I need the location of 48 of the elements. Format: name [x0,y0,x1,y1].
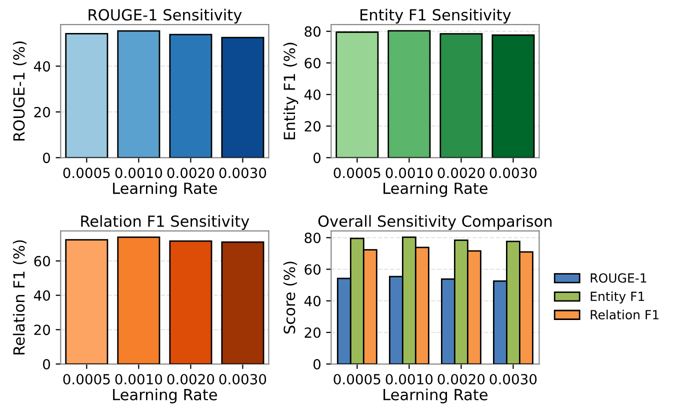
chart-title: Relation F1 Sensitivity [81,215,250,230]
y-tick-label: 60 [34,256,50,266]
legend-label: Relation F1 [590,310,658,320]
y-tick-label: 40 [304,89,320,100]
x-tick-label: 0.0030 [219,168,266,178]
y-tick-label: 20 [304,121,320,132]
x-tick-label: 0.0030 [490,374,537,384]
y-axis-title: Relation F1 (%) [12,240,27,354]
y-tick-label: 0 [43,358,50,370]
y-tick-label: 0 [313,152,320,164]
x-tick-label: 0.0020 [167,168,214,178]
y-tick-label: 80 [304,232,320,244]
y-tick-label: 20 [34,106,50,118]
y-tick-label: 40 [34,61,50,72]
y-tick-label: 80 [304,26,320,37]
x-tick-label: 0.0005 [334,168,380,178]
y-tick-label: 20 [34,324,50,336]
x-tick-label: 0.0010 [115,168,162,178]
x-axis-title: Learning Rate [384,182,488,198]
x-tick-label: 0.0020 [438,168,485,178]
y-tick-label: 40 [34,290,50,301]
x-tick-label: 0.0010 [386,374,433,384]
chart-title: Overall Sensitivity Comparison [318,215,552,230]
chart-title: ROUGE-1 Sensitivity [88,8,242,24]
legend-label: ROUGE-1 [590,273,646,283]
x-tick-label: 0.0005 [334,374,380,384]
y-axis-title: Entity F1 (%) [283,42,298,140]
x-tick-label: 0.0010 [115,374,162,384]
chart-title: Entity F1 Sensitivity [360,8,511,24]
y-tick-label: 0 [313,358,320,370]
x-axis-title: Learning Rate [113,182,217,198]
legend-label: Entity F1 [590,291,644,304]
y-tick-label: 60 [304,58,320,68]
x-axis-title: Learning Rate [113,388,217,404]
x-tick-label: 0.0020 [167,374,214,384]
y-tick-label: 20 [304,327,320,338]
x-axis-title: Learning Rate [384,388,488,404]
x-tick-label: 0.0030 [219,374,266,384]
x-tick-label: 0.0010 [386,168,433,178]
x-tick-label: 0.0005 [63,168,110,178]
y-tick-label: 60 [304,264,320,275]
x-tick-label: 0.0005 [63,374,110,384]
y-axis-title: Score (%) [283,262,298,334]
y-tick-label: 0 [43,152,50,164]
x-tick-label: 0.0020 [438,374,485,384]
x-tick-label: 0.0030 [490,168,537,178]
y-tick-label: 40 [304,296,320,306]
y-axis-title: ROUGE-1 (%) [12,41,27,141]
